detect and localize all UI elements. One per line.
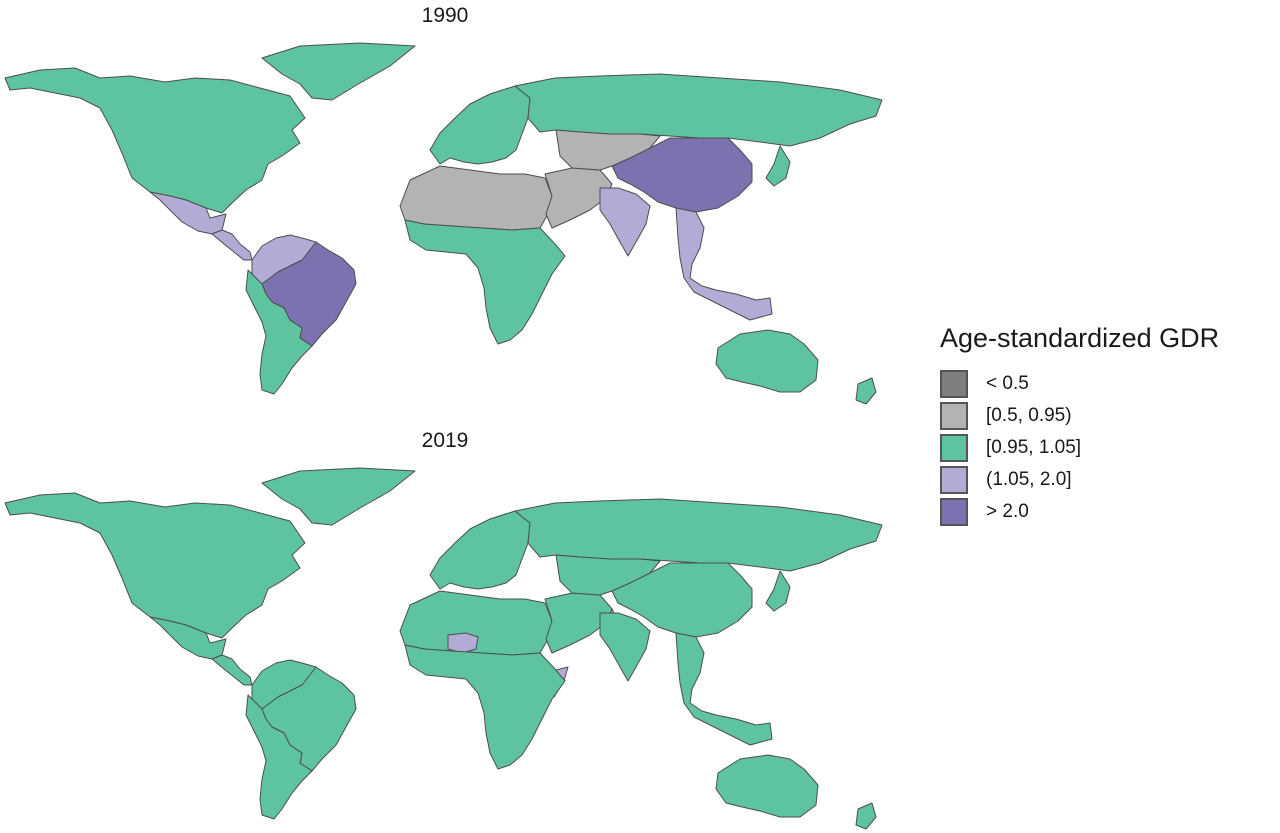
- region-north-america-2019: [4, 492, 306, 639]
- region-europe-1990: [429, 85, 531, 165]
- region-greenland-2019: [261, 467, 416, 526]
- legend-item-0-95-1-05: [0.95, 1.05]: [940, 432, 1275, 464]
- region-south-america-rest-2019: [245, 694, 313, 820]
- legend-label: < 0.5: [986, 373, 1029, 394]
- region-north-africa-1990: [399, 165, 553, 231]
- map-panel-2019: 2019: [0, 425, 890, 830]
- region-china-1990: [611, 137, 753, 213]
- region-japan-1990: [765, 145, 791, 187]
- legend-swatch: [940, 466, 968, 494]
- region-new-zealand-2019: [855, 802, 877, 830]
- region-greenland-1990: [261, 42, 416, 101]
- legend-item-lt-0-5: < 0.5: [940, 368, 1275, 400]
- legend-item-0-5-0-95: [0.5, 0.95): [940, 400, 1275, 432]
- region-niger-2019: [447, 632, 479, 654]
- region-australia-1990: [715, 329, 819, 393]
- region-central-america-2019: [211, 654, 253, 686]
- legend-label: > 2.0: [986, 501, 1029, 522]
- map-panel-1990: 1990: [0, 0, 890, 410]
- panel-title-1990: 1990: [421, 4, 469, 27]
- region-south-america-rest-1990: [245, 269, 313, 395]
- legend-swatch: [940, 370, 968, 398]
- region-china-2019: [611, 562, 753, 638]
- region-russia-2019: [514, 498, 883, 572]
- region-southeast-asia-1990: [675, 207, 773, 321]
- region-central-america-1990: [211, 229, 253, 261]
- legend-swatch: [940, 498, 968, 526]
- region-mongolia-central-asia-1990: [555, 129, 661, 171]
- world-map-1990: [4, 42, 883, 405]
- legend-label: (1.05, 2.0]: [986, 469, 1072, 490]
- legend-item-1-05-2-0: (1.05, 2.0]: [940, 464, 1275, 496]
- region-japan-2019: [765, 570, 791, 612]
- legend-label: [0.5, 0.95): [986, 405, 1072, 426]
- region-north-america-1990: [4, 67, 306, 214]
- legend: Age-standardized GDR < 0.5 [0.5, 0.95) […: [940, 323, 1275, 528]
- panel-title-2019: 2019: [421, 429, 469, 452]
- region-new-zealand-1990: [855, 377, 877, 405]
- region-sub-saharan-africa-2019: [404, 644, 566, 770]
- legend-label: [0.95, 1.05]: [986, 437, 1082, 458]
- region-southeast-asia-2019: [675, 632, 773, 746]
- region-mongolia-central-asia-2019: [555, 554, 661, 596]
- legend-swatch: [940, 402, 968, 430]
- region-russia-1990: [514, 73, 883, 147]
- legend-title: Age-standardized GDR: [940, 323, 1220, 353]
- region-india-1990: [599, 187, 651, 257]
- region-india-2019: [599, 612, 651, 682]
- region-sub-saharan-africa-1990: [404, 219, 566, 345]
- legend-item-gt-2-0: > 2.0: [940, 496, 1275, 528]
- region-australia-2019: [715, 754, 819, 818]
- world-map-2019: [4, 467, 883, 830]
- legend-swatch: [940, 434, 968, 462]
- region-europe-2019: [429, 510, 531, 590]
